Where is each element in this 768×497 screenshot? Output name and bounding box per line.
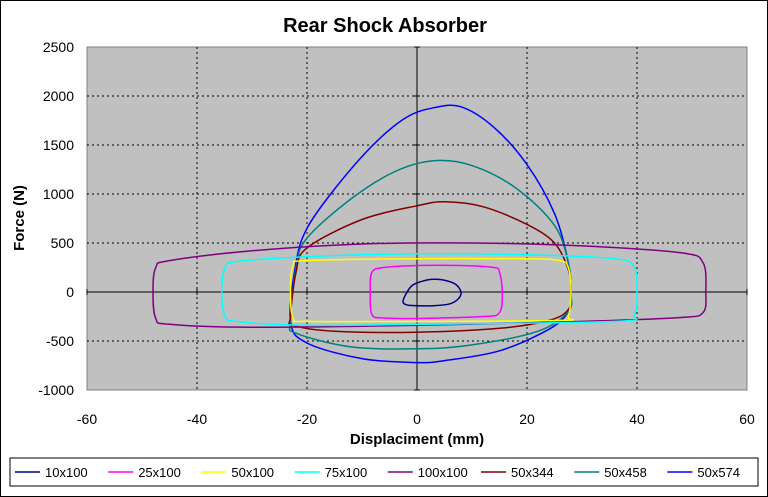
x-tick-label: -20: [297, 411, 317, 427]
series-100x100-line: [152, 242, 707, 329]
legend-label-75x100: 75x100: [325, 465, 368, 480]
y-tick-label: -500: [46, 333, 74, 349]
y-tick-label: 2500: [43, 39, 74, 55]
x-tick-label: 60: [739, 411, 755, 427]
legend-label-25x100: 25x100: [138, 465, 181, 480]
series-50x100-line: [289, 257, 574, 323]
x-tick-label: 20: [519, 411, 535, 427]
legend-label-50x458: 50x458: [604, 465, 647, 480]
legend-box: [9, 457, 759, 487]
y-axis-label: Force (N): [11, 185, 28, 251]
x-tick-label: -40: [187, 411, 207, 427]
y-tick-label: 0: [66, 284, 74, 300]
y-tick-label: 1000: [43, 186, 74, 202]
legend-label-50x100: 50x100: [231, 465, 274, 480]
y-tick-label: 500: [51, 235, 75, 251]
series-10x100-line: [402, 278, 462, 307]
tick-labels: -60 -40 -20 0 20 40 60 -1000 -500 0 500 1000 1500 200…: [38, 39, 755, 427]
legend-label-50x344: 50x344: [511, 465, 554, 480]
series-25x100-line: [369, 264, 504, 320]
x-tick-label: 40: [629, 411, 645, 427]
legend-label-10x100: 10x100: [45, 465, 88, 480]
legend-label-100x100: 100x100: [418, 465, 468, 480]
y-tick-label: 1500: [43, 137, 74, 153]
chart-title: Rear Shock Absorber: [283, 15, 487, 37]
y-tick-label: 2000: [43, 88, 74, 104]
series-50x574-line: [289, 104, 572, 364]
series-layer: [152, 104, 707, 364]
series-50x458-line: [288, 159, 573, 350]
legend-label-50x574: 50x574: [697, 465, 740, 480]
x-tick-label: -60: [77, 411, 97, 427]
y-tick-label: -1000: [38, 382, 74, 398]
x-axis-label: Displaciment (mm): [350, 431, 484, 448]
legend: 10x100 25x100 50x100 75x100 100x100 50x344 50x…: [15, 465, 740, 480]
series-75x100-line: [221, 252, 638, 327]
x-tick-label: 0: [413, 411, 421, 427]
